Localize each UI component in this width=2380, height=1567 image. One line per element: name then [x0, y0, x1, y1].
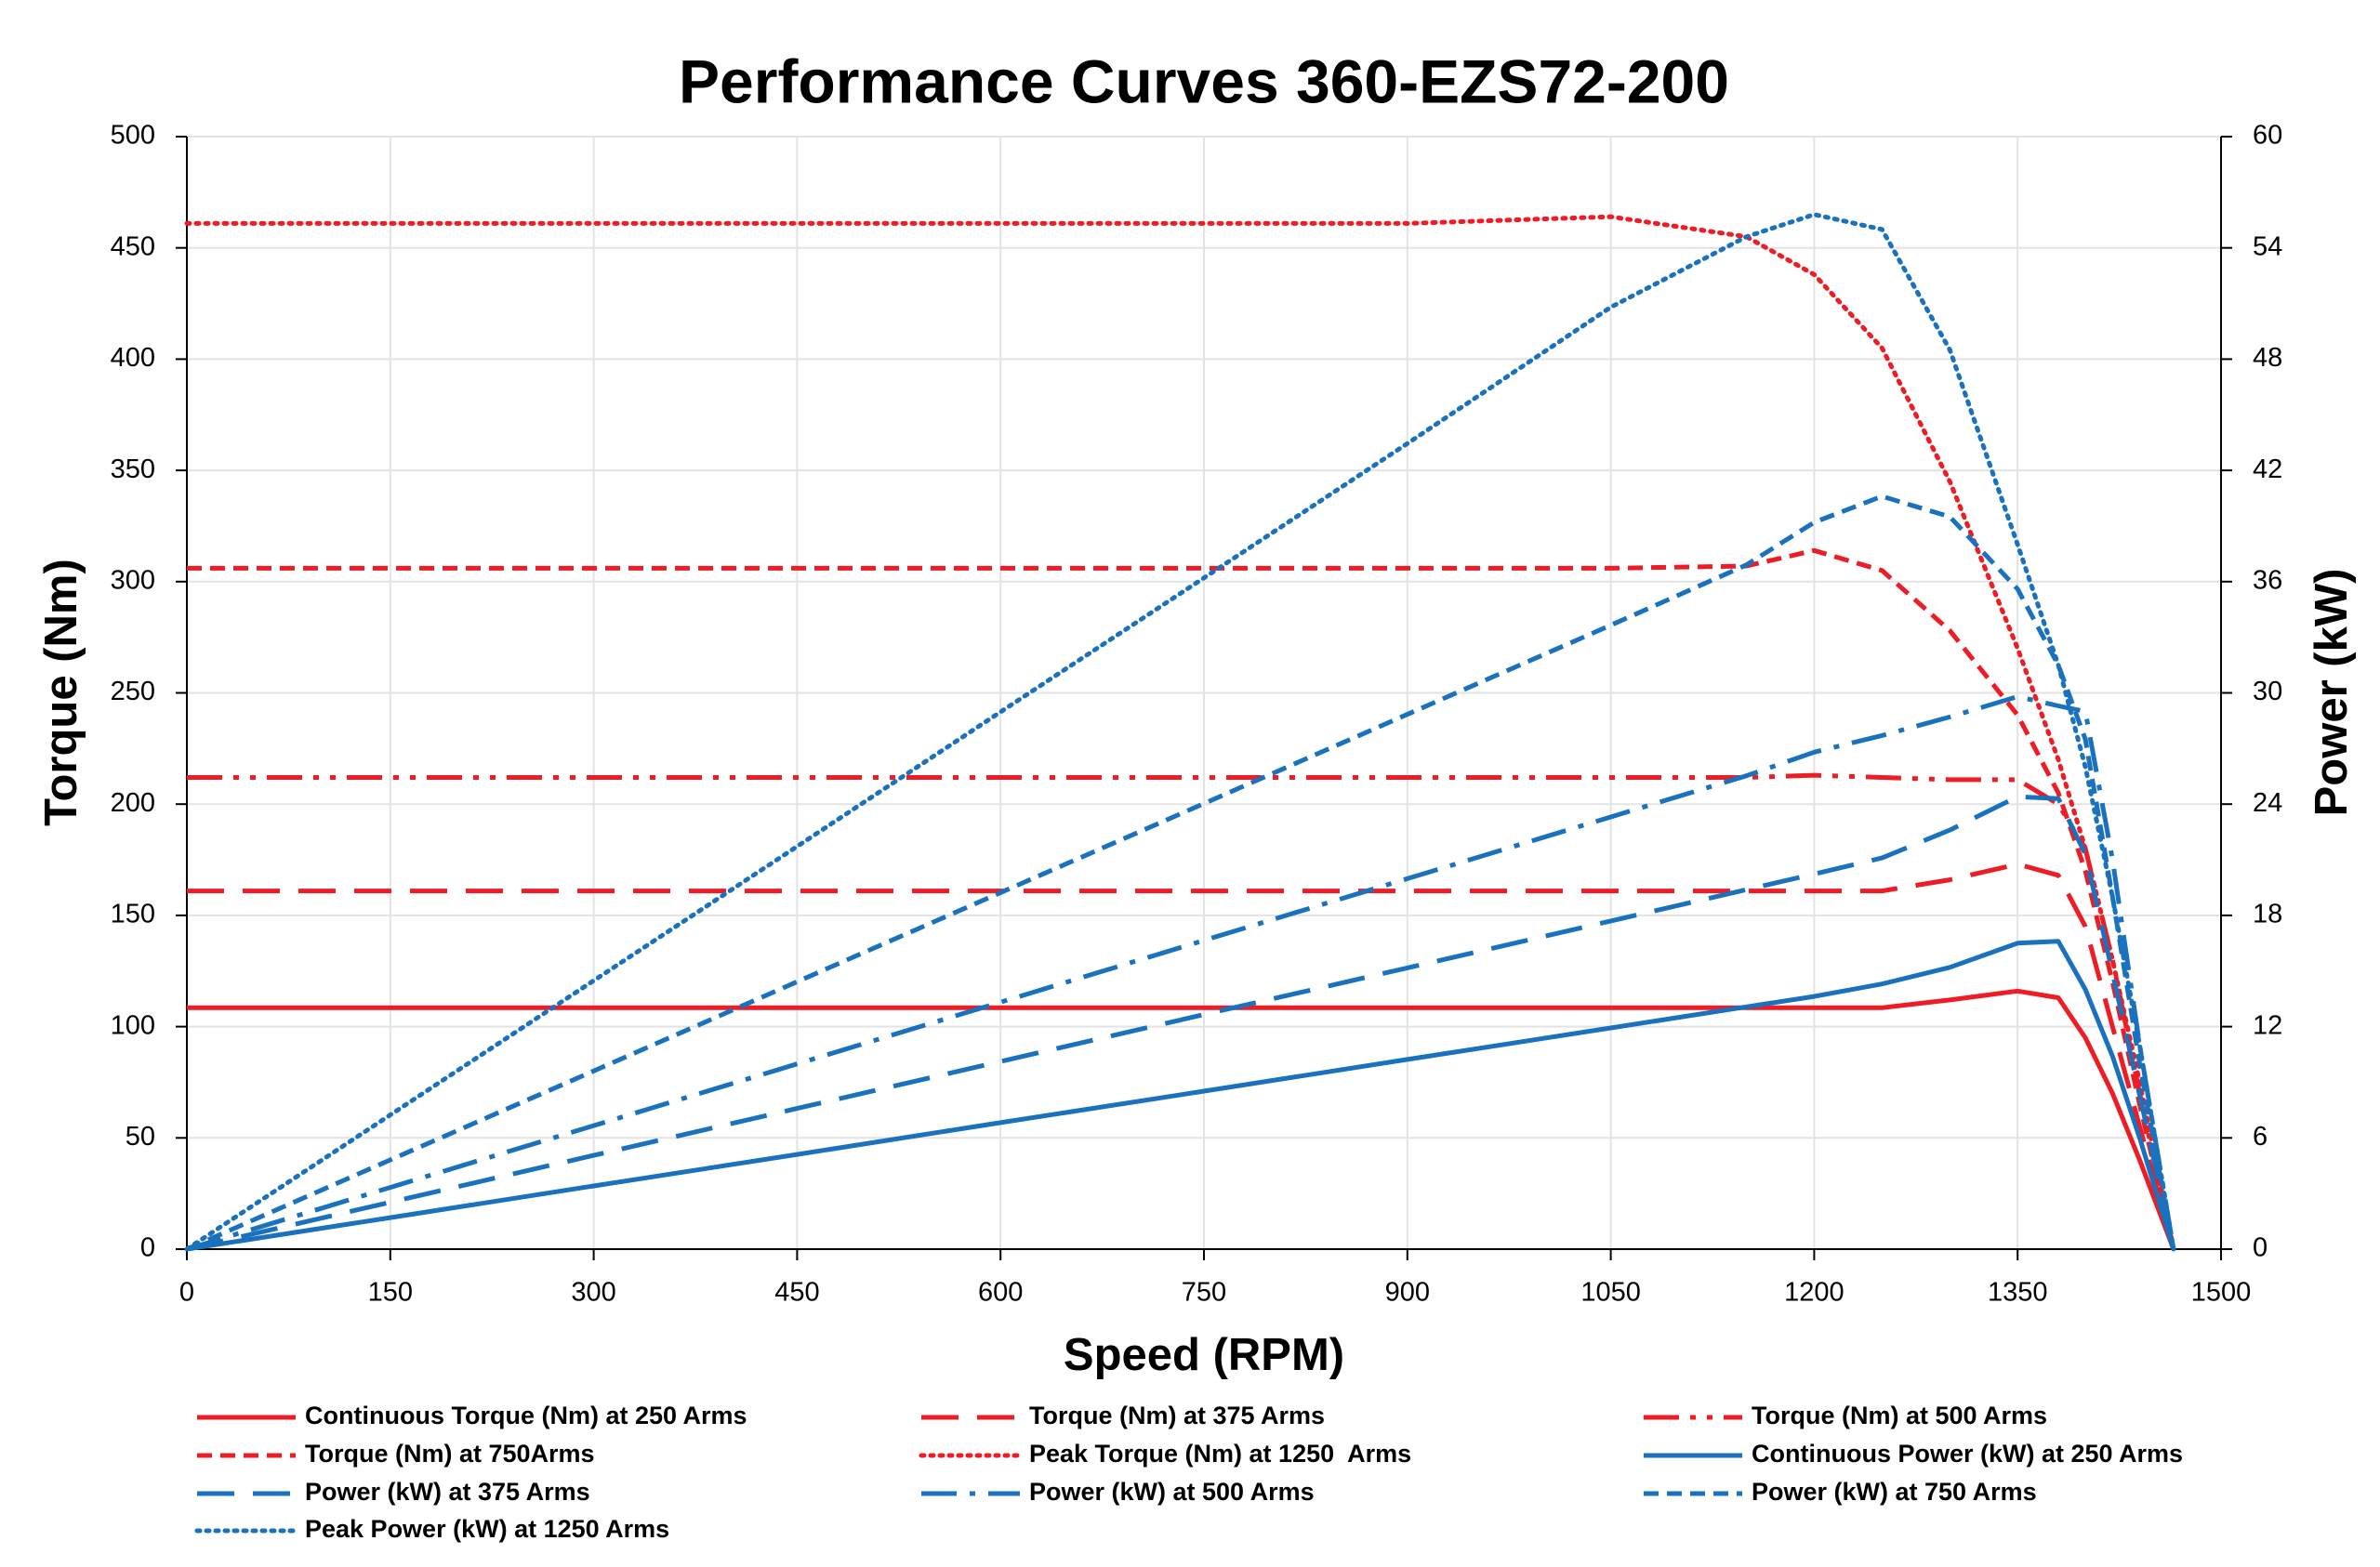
y-tick-label: 100	[111, 1010, 155, 1040]
y-tick-label: 200	[111, 788, 155, 818]
x-tick-label: 1500	[2191, 1278, 2252, 1308]
legend-label: Continuous Torque (Nm) at 250 Arms	[305, 1402, 747, 1429]
series-line	[187, 988, 2176, 1250]
legend-label: Power (kW) at 500 Arms	[1029, 1478, 1315, 1506]
y2-axis-title: Power (kW)	[2307, 569, 2357, 817]
series-line	[186, 794, 2176, 1252]
series-line	[187, 547, 2176, 1250]
y-tick-label: 350	[111, 454, 155, 484]
y-tick-label: 150	[111, 900, 155, 929]
x-tick-label: 750	[1182, 1278, 1226, 1308]
y2-tick-label: 12	[2253, 1010, 2282, 1040]
x-tick-label: 900	[1385, 1278, 1430, 1308]
y2-tick-label: 24	[2253, 788, 2282, 818]
series-line	[185, 494, 2176, 1252]
x-tick-label: 0	[179, 1278, 194, 1308]
legend-label: Torque (Nm) at 375 Arms	[1029, 1402, 1325, 1429]
y-tick-label: 300	[111, 565, 155, 595]
y-tick-label: 250	[111, 677, 155, 706]
x-tick-label: 150	[368, 1278, 413, 1308]
chart-title: Performance Curves 360-EZS72-200	[679, 46, 1729, 115]
y2-tick-label: 48	[2253, 343, 2282, 373]
series-line	[184, 212, 2176, 1252]
legend-label: Peak Power (kW) at 1250 Arms	[305, 1515, 669, 1543]
y-axis-title: Torque (Nm)	[36, 559, 86, 826]
y2-tick-label: 6	[2253, 1122, 2268, 1152]
legend-label: Continuous Power (kW) at 250 Arms	[1752, 1440, 2183, 1468]
x-tick-label: 1050	[1580, 1278, 1641, 1308]
series-line	[186, 939, 2176, 1252]
y-tick-label: 0	[140, 1233, 155, 1263]
legend-label: Peak Torque (Nm) at 1250 Arms	[1029, 1440, 1411, 1468]
series-line	[187, 862, 2176, 1250]
x-tick-label: 450	[774, 1278, 819, 1308]
y2-tick-label: 42	[2253, 454, 2282, 484]
y-tick-label: 500	[111, 121, 155, 151]
x-tick-label: 1350	[1988, 1278, 2048, 1308]
x-tick-label: 600	[978, 1278, 1023, 1308]
legend-label: Power (kW) at 750 Arms	[1752, 1478, 2037, 1506]
y2-tick-label: 54	[2253, 231, 2282, 261]
y-tick-label: 450	[111, 231, 155, 261]
y2-tick-label: 0	[2253, 1233, 2268, 1263]
legend-label: Power (kW) at 375 Arms	[305, 1478, 590, 1506]
y2-tick-label: 30	[2253, 677, 2282, 706]
y-tick-label: 400	[111, 343, 155, 373]
y-tick-label: 50	[126, 1122, 155, 1152]
legend-label: Torque (Nm) at 750Arms	[305, 1440, 595, 1468]
x-tick-label: 1200	[1784, 1278, 1844, 1308]
y2-tick-label: 36	[2253, 565, 2282, 595]
y2-tick-label: 18	[2253, 900, 2282, 929]
x-tick-label: 300	[571, 1278, 615, 1308]
x-axis-title: Speed (RPM)	[1064, 1330, 1344, 1380]
y2-tick-label: 60	[2253, 121, 2282, 151]
legend-label: Torque (Nm) at 500 Arms	[1752, 1402, 2047, 1429]
series-line	[184, 214, 2176, 1252]
